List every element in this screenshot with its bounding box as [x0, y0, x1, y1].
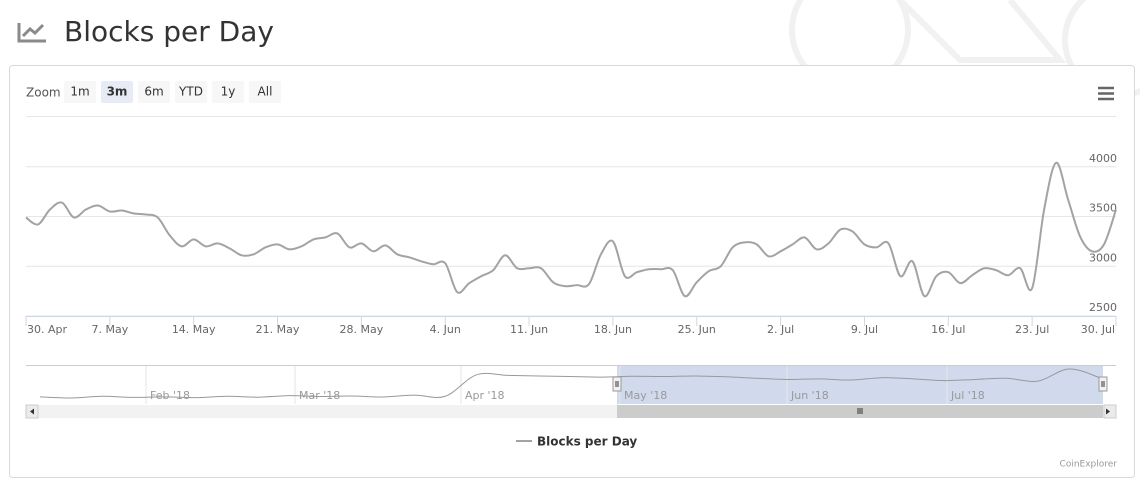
x-tick-label: 25. Jun — [678, 323, 716, 336]
x-tick-label: 16. Jul — [931, 323, 965, 336]
navigator-label: Jul '18 — [950, 389, 985, 402]
navigator-label: Feb '18 — [150, 389, 190, 402]
navigator-selection — [617, 365, 1103, 404]
menu-button[interactable] — [1098, 86, 1114, 101]
zoom-button-bg — [212, 81, 244, 103]
zoom-button[interactable]: 1y — [212, 81, 244, 103]
x-tick-label: 2. Jul — [767, 323, 794, 336]
x-tick-label: 9. Jul — [851, 323, 878, 336]
navigator-label: Apr '18 — [465, 389, 505, 402]
zoom-button-bg — [249, 81, 281, 103]
zoom-button-label: 3m — [107, 85, 128, 99]
zoom-label: Zoom — [26, 86, 61, 100]
series-line — [25, 161, 1117, 298]
zoom-button[interactable]: All — [249, 81, 281, 103]
legend-label[interactable]: Blocks per Day — [537, 435, 637, 449]
y-tick-label: 3500 — [1089, 202, 1117, 215]
x-tick-label: 28. May — [340, 323, 384, 336]
zoom-button[interactable]: 3m — [101, 81, 133, 103]
scrollbar-arrow — [30, 408, 34, 415]
x-tick-label: 30. Apr — [27, 323, 67, 336]
zoom-button-label: 6m — [144, 85, 163, 99]
zoom-button-label: YTD — [178, 85, 203, 99]
y-tick-label: 2500 — [1089, 301, 1117, 314]
zoom-button[interactable]: 1m — [64, 81, 96, 103]
page-title: Blocks per Day — [64, 15, 274, 48]
x-tick-label: 30. Jul — [1081, 323, 1115, 336]
navigator-label: Jun '18 — [790, 389, 829, 402]
chart-card — [9, 65, 1135, 478]
navigator-label: May '18 — [624, 389, 667, 402]
x-tick-label: 14. May — [172, 323, 216, 336]
navigator-label: Mar '18 — [299, 389, 340, 402]
navigator-line — [39, 368, 1101, 399]
header-icon — [17, 23, 46, 43]
x-tick-label: 11. Jun — [510, 323, 548, 336]
zoom-button-label: 1y — [221, 85, 236, 99]
x-tick-label: 23. Jul — [1015, 323, 1049, 336]
x-tick-label: 21. May — [256, 323, 300, 336]
y-tick-label: 4000 — [1089, 152, 1117, 165]
zoom-button[interactable]: YTD — [175, 81, 207, 103]
y-tick-label: 3000 — [1089, 251, 1117, 264]
zoom-button-bg — [101, 81, 133, 103]
zoom-button-bg — [138, 81, 170, 103]
navigator-handle[interactable] — [1098, 376, 1108, 392]
zoom-button[interactable]: 6m — [138, 81, 170, 103]
navigator-handle[interactable] — [612, 376, 622, 392]
x-tick-label: 4. Jun — [430, 323, 461, 336]
zoom-button-bg — [64, 81, 96, 103]
scrollbar-arrow — [1106, 408, 1110, 415]
zoom-button-label: 1m — [70, 85, 89, 99]
x-tick-label: 7. May — [91, 323, 128, 336]
zoom-button-label: All — [258, 85, 273, 99]
zoom-button-bg — [175, 81, 207, 103]
x-tick-label: 18. Jun — [594, 323, 632, 336]
credits[interactable]: CoinExplorer — [1060, 460, 1118, 470]
